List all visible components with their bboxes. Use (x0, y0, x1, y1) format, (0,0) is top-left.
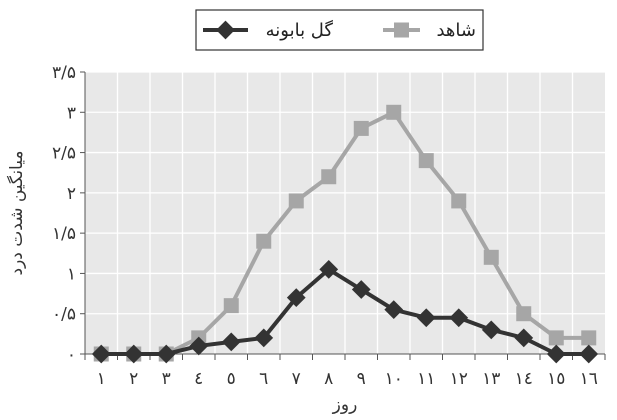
data-point (254, 328, 274, 348)
y-tick-labels: ۰ ۰/۵ ۱ ۱/۵ ۲ ۲/۵ ۳ ۳/۵ (52, 63, 76, 365)
x-tick-label: ١٦ (580, 369, 598, 389)
series-layer (91, 104, 599, 364)
x-tick-label: ١٤ (515, 369, 533, 389)
data-point (189, 336, 209, 356)
legend-marker (394, 22, 409, 38)
x-tick-label: ۱۲ (450, 369, 468, 389)
data-point (449, 308, 469, 328)
data-point (516, 306, 532, 322)
data-point (386, 104, 402, 120)
gridlines (85, 71, 605, 354)
x-tick-label: ۹ (357, 369, 366, 389)
data-point (353, 120, 369, 136)
legend: شاهد گل بابونه (195, 9, 484, 51)
data-point (223, 298, 239, 314)
x-tick-labels: ۱ ۲ ۳ ٤ ٥ ٦ ۷ ۸ ۹ ۱۰ ۱۱ ۱۲ ۱۳ ١٤ ١٥ ١٦ (97, 369, 598, 389)
series-2 (91, 260, 599, 364)
data-point (288, 193, 304, 209)
x-tick-label: ۱۳ (482, 369, 500, 389)
data-point (384, 300, 404, 320)
y-tick-label: ۲/۵ (52, 144, 76, 164)
x-tick-label: ١٥ (547, 369, 565, 389)
x-tick-label: ۳ (162, 369, 171, 389)
y-tick-label: ۳/۵ (52, 63, 76, 83)
y-tick-label: ۰/۵ (52, 305, 76, 325)
data-point (483, 249, 499, 265)
series-line (101, 110, 589, 356)
x-tick-label: ٥ (227, 369, 236, 389)
data-point (321, 169, 337, 185)
x-tick-label: ۱۱ (417, 369, 435, 389)
data-point (256, 233, 272, 249)
data-point (124, 344, 144, 364)
legend-label: شاهد (436, 20, 476, 41)
data-point (548, 330, 564, 346)
y-tick-label: ۱/۵ (52, 224, 76, 244)
legend-item-2: گل بابونه (203, 19, 333, 41)
legend-label: گل بابونه (266, 19, 334, 41)
data-point (156, 344, 176, 364)
data-point (481, 320, 501, 340)
data-point (581, 330, 597, 346)
data-point (451, 193, 467, 209)
data-point (351, 280, 371, 299)
x-tick-label: ۱ (97, 369, 106, 389)
x-axis-label: روز (332, 395, 358, 415)
y-tick-label: ۱ (67, 264, 76, 284)
series-line (101, 267, 589, 356)
y-tick-label: ۳ (67, 103, 76, 123)
legend-item-1: شاهد (383, 20, 476, 41)
y-tick-label: ۰ (67, 345, 76, 365)
x-tick-label: ۸ (324, 369, 333, 389)
y-tick-label: ۲ (67, 184, 76, 204)
x-tick-label: ۲ (129, 369, 138, 389)
x-tick-label: ۷ (292, 369, 301, 389)
data-point (286, 288, 306, 307)
data-point (514, 328, 534, 348)
data-point (546, 344, 566, 364)
data-point (221, 332, 241, 352)
x-tick-label: ٦ (259, 369, 268, 389)
x-tick-label: ۱۰ (385, 369, 403, 389)
data-point (319, 260, 339, 279)
data-point (418, 153, 434, 169)
data-point (579, 344, 599, 364)
x-tick-label: ٤ (194, 369, 203, 389)
data-point (416, 308, 436, 328)
y-axis-label: میانگین شدت درد (6, 151, 27, 276)
data-point (91, 344, 111, 364)
legend-marker (216, 20, 235, 40)
